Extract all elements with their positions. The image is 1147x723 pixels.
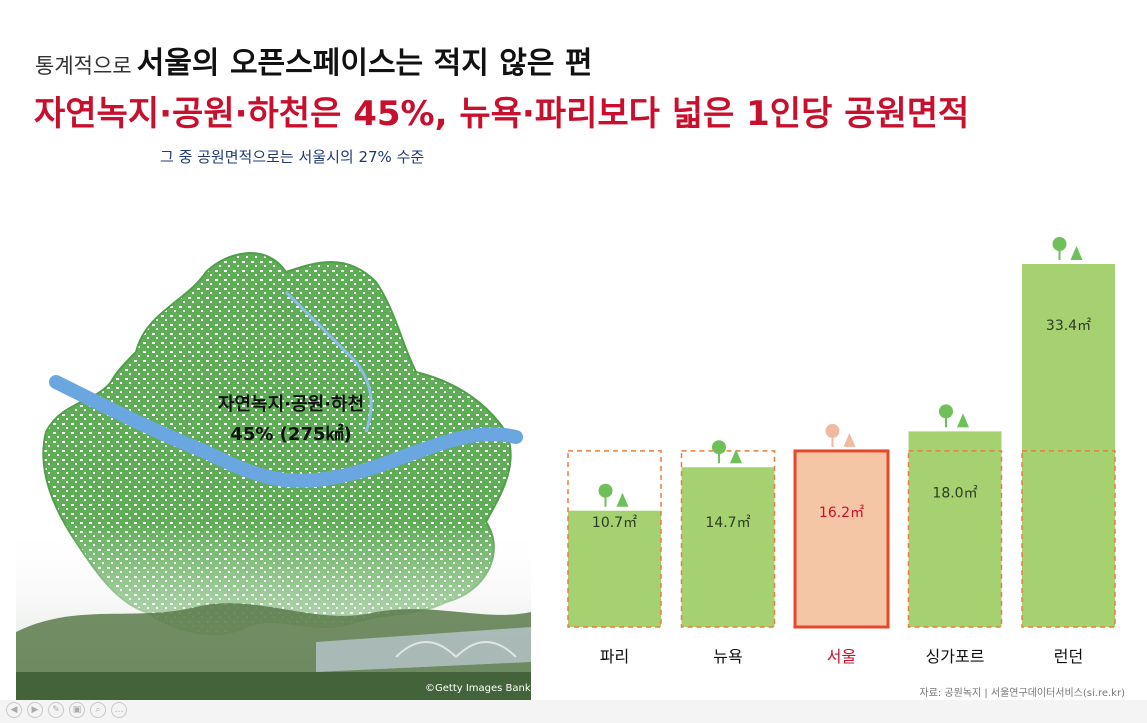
tree-icon xyxy=(825,423,856,447)
river-photo xyxy=(316,627,531,672)
copy-icon[interactable]: ▣ xyxy=(69,702,85,718)
play-icon[interactable]: ▶ xyxy=(27,702,43,718)
tree-icon xyxy=(1052,237,1083,260)
map-label-line1: 자연녹지·공원·하천 xyxy=(217,394,365,415)
source-note: 자료: 공원녹지 | 서울연구데이터서비스(si.re.kr) xyxy=(919,688,1125,699)
data-label: 16.2㎡ xyxy=(819,505,864,521)
bar-0 xyxy=(568,510,661,627)
viewer-nav: ◀ ▶ ✎ ▣ ⌕ … xyxy=(6,702,127,718)
category-label: 런던 xyxy=(1054,647,1083,666)
prev-icon[interactable]: ◀ xyxy=(6,702,22,718)
category-label: 파리 xyxy=(600,647,629,666)
seoul-green-map: 자연녹지·공원·하천 45% (275㎢) xyxy=(16,232,531,702)
reference-outline xyxy=(680,450,776,628)
bridge xyxy=(395,641,517,658)
data-label: 18.0㎡ xyxy=(932,485,977,501)
han-river xyxy=(49,375,523,488)
data-label: 10.7㎡ xyxy=(592,515,637,531)
reference-outline xyxy=(1021,450,1116,628)
zoom-icon[interactable]: ⌕ xyxy=(90,702,106,718)
tree-icon xyxy=(598,483,629,507)
pen-icon[interactable]: ✎ xyxy=(48,702,64,718)
photo-credit: ©Getty Images Bank xyxy=(425,683,531,694)
data-label: 14.7㎡ xyxy=(705,515,750,531)
map-image xyxy=(16,252,531,702)
title-main: 서울의 오픈스페이스는 적지 않은 편 xyxy=(136,46,593,81)
category-label: 서울 xyxy=(827,647,856,666)
title-lead: 통계적으로 xyxy=(35,54,132,78)
tree-icon xyxy=(939,404,969,428)
headline: 자연녹지·공원·하천은 45%, 뉴욕·파리보다 넓은 1인당 공원면적 xyxy=(34,94,970,134)
bar-seoul xyxy=(793,449,890,629)
viewer-toolbar xyxy=(0,700,1147,723)
bar-4 xyxy=(1022,264,1115,627)
stream xyxy=(284,290,373,433)
reference-outline xyxy=(567,450,662,628)
category-label: 싱가포르 xyxy=(926,647,985,666)
map-label: 자연녹지·공원·하천 45% (275㎢) xyxy=(191,390,391,450)
category-label: 뉴욕 xyxy=(713,647,742,666)
tree-icon xyxy=(712,440,742,464)
data-label: 33.4㎡ xyxy=(1046,318,1091,334)
more-icon[interactable]: … xyxy=(111,702,127,718)
bar-1 xyxy=(681,467,775,627)
subtitle: 그 중 공원면적으로는 서울시의 27% 수준 xyxy=(160,148,425,166)
title-line: 통계적으로 서울의 오픈스페이스는 적지 않은 편 xyxy=(35,38,592,82)
bar-3 xyxy=(908,431,1002,627)
map-label-line2: 45% (275㎢) xyxy=(230,424,352,445)
foreground-trees xyxy=(16,672,531,702)
reference-outline xyxy=(907,450,1003,628)
